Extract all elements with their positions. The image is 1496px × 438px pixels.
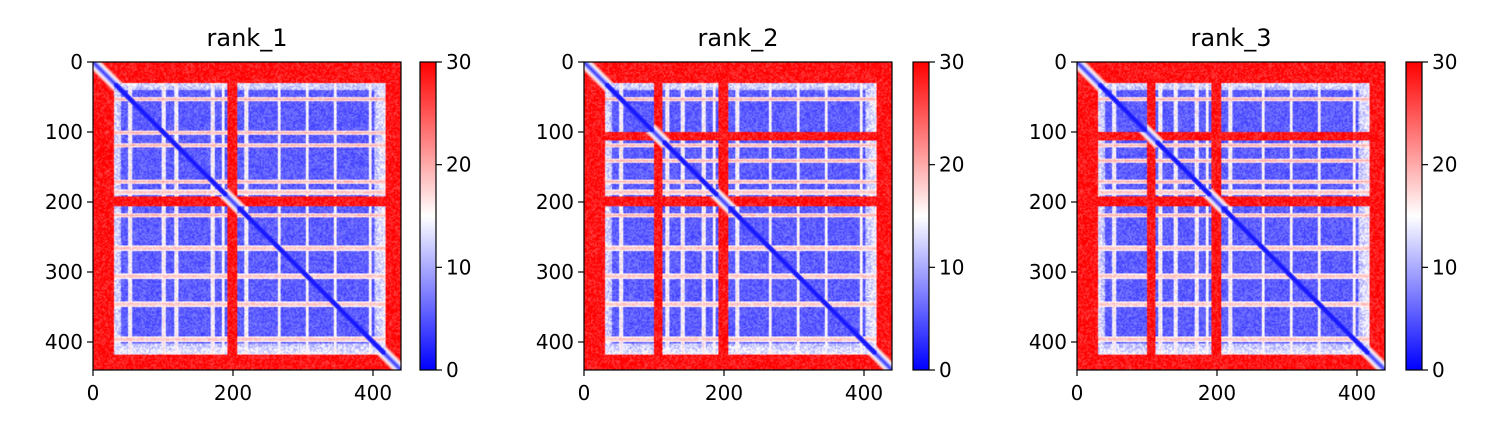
plot-frame: [92, 61, 402, 371]
plot-frame: [1076, 61, 1386, 371]
y-tick-label: 200: [1029, 190, 1067, 214]
x-tick-label: 400: [1338, 381, 1376, 405]
x-tick-label: 200: [1198, 381, 1236, 405]
y-tick-label: 0: [70, 50, 83, 74]
y-axis: 0 100 200 300 400: [45, 50, 93, 354]
heatmap-image: [93, 62, 401, 370]
colorbar-tick-label: 10: [939, 255, 964, 279]
y-axis: 0 100 200 300 400: [536, 50, 584, 354]
y-tick-label: 100: [45, 120, 83, 144]
y-tick-label: 200: [45, 190, 83, 214]
colorbar-tick-label: 20: [939, 153, 964, 177]
colorbar-gradient: [1406, 62, 1422, 370]
colorbar-tick-label: 0: [1432, 358, 1445, 382]
panel-rank-3: rank_3 0 100 200 300 400 0 200 400 0 10 20 30: [1029, 24, 1458, 405]
colorbar-frame: [1405, 61, 1423, 371]
colorbar-ticks: 0 10 20 30: [929, 50, 964, 382]
colorbar-tick-label: 10: [1432, 255, 1457, 279]
colorbar: 0 10 20 30: [912, 50, 964, 382]
colorbar-tick-label: 20: [1432, 153, 1457, 177]
y-tick-label: 300: [1029, 260, 1067, 284]
colorbar-frame: [419, 61, 437, 371]
y-tick-label: 400: [1029, 330, 1067, 354]
colorbar-gradient: [913, 62, 929, 370]
colorbar: 0 10 20 30: [1405, 50, 1457, 382]
colorbar-frame: [912, 61, 930, 371]
panel-title: rank_1: [207, 24, 288, 52]
x-tick-label: 0: [87, 381, 100, 405]
plot-frame: [583, 61, 893, 371]
x-tick-label: 400: [354, 381, 392, 405]
colorbar-tick-label: 0: [939, 358, 952, 382]
x-tick-label: 400: [845, 381, 883, 405]
colorbar: 0 10 20 30: [419, 50, 471, 382]
y-tick-label: 0: [561, 50, 574, 74]
y-tick-label: 100: [536, 120, 574, 144]
colorbar-tick-label: 0: [446, 358, 459, 382]
colorbar-ticks: 0 10 20 30: [436, 50, 471, 382]
x-axis: 0 200 400: [87, 370, 392, 405]
y-tick-label: 400: [536, 330, 574, 354]
colorbar-tick-label: 10: [446, 255, 471, 279]
colorbar-gradient: [420, 62, 436, 370]
x-tick-label: 200: [214, 381, 252, 405]
heatmap-image: [1077, 62, 1385, 370]
colorbar-tick-label: 20: [446, 153, 471, 177]
x-axis: 0 200 400: [578, 370, 883, 405]
y-tick-label: 100: [1029, 120, 1067, 144]
x-axis: 0 200 400: [1071, 370, 1376, 405]
y-tick-label: 300: [536, 260, 574, 284]
y-tick-label: 200: [536, 190, 574, 214]
x-tick-label: 0: [1071, 381, 1084, 405]
panel-rank-1: rank_1 0 100 200 300 400 0 200 400 0 10 20 30: [45, 24, 472, 405]
y-tick-label: 300: [45, 260, 83, 284]
panel-rank-2: rank_2 0 100 200 300 400 0 200 400 0 10 20 30: [536, 24, 965, 405]
colorbar-tick-label: 30: [446, 50, 471, 74]
heatmap-image: [584, 62, 892, 370]
colorbar-tick-label: 30: [1432, 50, 1457, 74]
y-tick-label: 0: [1054, 50, 1067, 74]
y-tick-label: 400: [45, 330, 83, 354]
x-tick-label: 200: [705, 381, 743, 405]
y-axis: 0 100 200 300 400: [1029, 50, 1077, 354]
colorbar-ticks: 0 10 20 30: [1422, 50, 1457, 382]
colorbar-tick-label: 30: [939, 50, 964, 74]
x-tick-label: 0: [578, 381, 591, 405]
panel-title: rank_2: [698, 24, 779, 52]
panel-title: rank_3: [1191, 24, 1272, 52]
